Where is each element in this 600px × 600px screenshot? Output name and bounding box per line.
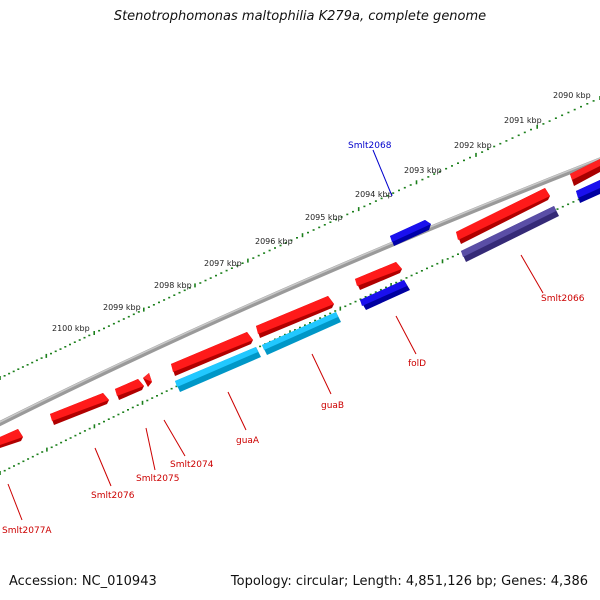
gene-arrow-rev[interactable] — [576, 180, 600, 203]
tick-label: 2098 kbp — [154, 281, 192, 290]
gene-arrow-fwd[interactable] — [570, 159, 600, 186]
cds-bar[interactable] — [461, 206, 559, 262]
gene-label-guaA[interactable]: guaA — [236, 436, 260, 446]
leader-line — [395, 315, 417, 355]
gene-arrow-rev[interactable] — [390, 220, 431, 246]
leader-line — [145, 427, 156, 471]
map-title: Stenotrophomonas maltophilia K279a, comp… — [113, 9, 487, 24]
tick-label: 2094 kbp — [355, 190, 393, 199]
gene-arrow-fwd[interactable] — [143, 373, 152, 387]
gene-arrow-fwd[interactable] — [456, 188, 550, 244]
leader-line — [520, 254, 544, 294]
gene-label-smlt2068[interactable]: Smlt2068 — [348, 141, 392, 151]
gene-label-guaB[interactable]: guaB — [321, 401, 344, 411]
gene-label-smlt2074[interactable]: Smlt2074 — [170, 460, 214, 470]
gene-arrow-fwd[interactable] — [115, 379, 144, 400]
backbone — [0, 157, 600, 427]
leader-line — [7, 483, 23, 521]
gene-labels: Smlt2068 Smlt2066 folD guaB guaA Smlt207… — [2, 141, 585, 536]
gene-label-smlt2066[interactable]: Smlt2066 — [541, 294, 585, 304]
tick-label: 2100 kbp — [52, 324, 90, 333]
tick-label: 2090 kbp — [553, 91, 591, 100]
genome-summary-text: Topology: circular; Length: 4,851,126 bp… — [230, 574, 588, 589]
accession-text: Accession: NC_010943 — [9, 574, 157, 589]
tick-label: 2097 kbp — [204, 259, 242, 268]
leader-line — [163, 419, 186, 457]
gene-arrow-fwd[interactable] — [0, 429, 23, 448]
leader-line — [311, 353, 332, 395]
cds-bar[interactable] — [175, 347, 261, 392]
leader-line — [227, 391, 247, 431]
leader-line — [94, 447, 112, 487]
tick-label: 2099 kbp — [103, 303, 141, 312]
scale-tick-labels: 2090 kbp 2091 kbp 2092 kbp 2093 kbp 2094… — [52, 91, 591, 333]
forward-genes — [0, 159, 600, 448]
gene-label-smlt2077a[interactable]: Smlt2077A — [2, 526, 52, 536]
gene-arrow-fwd[interactable] — [171, 332, 253, 376]
gene-label-smlt2075[interactable]: Smlt2075 — [136, 474, 179, 484]
tick-label: 2092 kbp — [454, 141, 492, 150]
cds-features — [175, 206, 559, 392]
gene-arrow-fwd[interactable] — [50, 393, 109, 425]
reverse-genes — [360, 180, 600, 310]
scale-ticks-outer — [0, 96, 600, 380]
gene-arrow-rev[interactable] — [360, 280, 410, 310]
cds-bar[interactable] — [262, 312, 341, 355]
gene-arrow-fwd[interactable] — [256, 296, 334, 338]
tick-label: 2096 kbp — [255, 237, 293, 246]
leader-line — [372, 149, 393, 197]
gene-label-smlt2076[interactable]: Smlt2076 — [91, 491, 135, 501]
tick-label: 2093 kbp — [404, 166, 442, 175]
tick-label: 2091 kbp — [504, 116, 542, 125]
tick-label: 2095 kbp — [305, 213, 343, 222]
gene-label-folD[interactable]: folD — [408, 359, 426, 369]
gene-arrow-fwd[interactable] — [355, 262, 402, 290]
